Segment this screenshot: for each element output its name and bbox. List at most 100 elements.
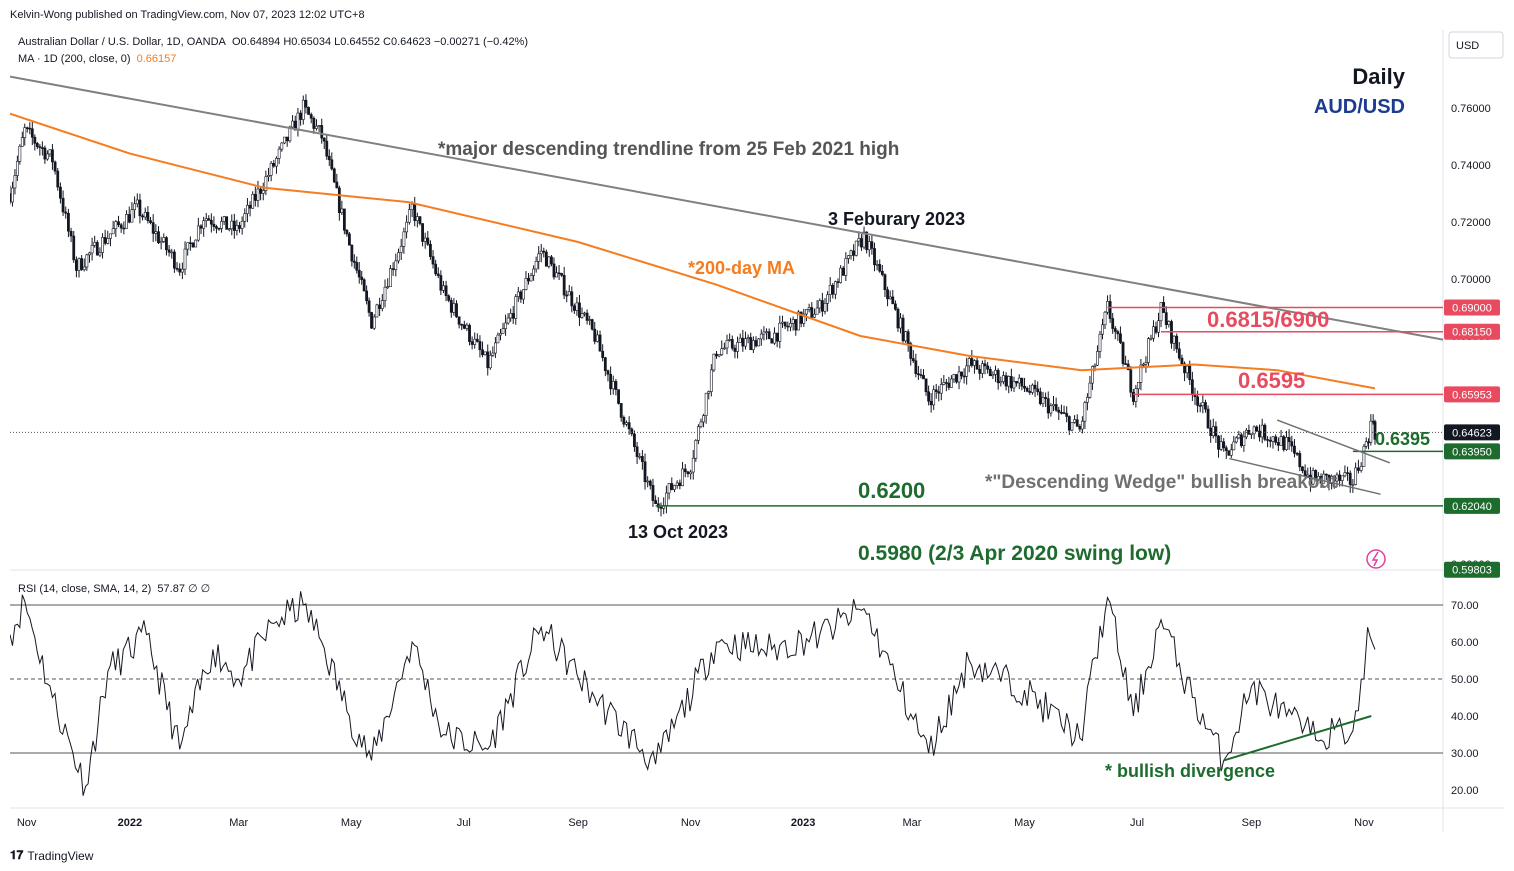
candle-body[interactable] xyxy=(996,369,1000,384)
candle-body[interactable] xyxy=(1279,436,1283,446)
candle-body[interactable] xyxy=(90,245,94,254)
candle-body[interactable] xyxy=(678,482,682,487)
candle-body[interactable] xyxy=(994,369,997,375)
candle-body[interactable] xyxy=(633,433,636,448)
candle-body[interactable] xyxy=(159,241,163,244)
candle-body[interactable] xyxy=(1201,402,1205,407)
candle-body[interactable] xyxy=(357,269,361,278)
candle-body[interactable] xyxy=(378,304,382,309)
candle-body[interactable] xyxy=(1219,441,1223,450)
candle-body[interactable] xyxy=(603,357,607,371)
candle-body[interactable] xyxy=(1322,473,1326,484)
candle-body[interactable] xyxy=(397,252,400,262)
rsi-legend[interactable]: RSI (14, close, SMA, 14, 2) 57.87 ∅ ∅ xyxy=(18,583,211,595)
candle-body[interactable] xyxy=(119,224,123,229)
candle-body[interactable] xyxy=(630,428,634,435)
candle-body[interactable] xyxy=(360,276,364,280)
candle-body[interactable] xyxy=(418,216,422,224)
candle-body[interactable] xyxy=(770,338,774,344)
candle-body[interactable] xyxy=(421,223,424,242)
candle-body[interactable] xyxy=(744,338,747,347)
candle-body[interactable] xyxy=(1093,364,1097,367)
candle-body[interactable] xyxy=(648,480,652,486)
candle-body[interactable] xyxy=(1049,405,1053,414)
candle-body[interactable] xyxy=(944,382,948,384)
candle-body[interactable] xyxy=(348,233,351,246)
candle-body[interactable] xyxy=(924,378,928,393)
candle-body[interactable] xyxy=(180,268,184,273)
candle-body[interactable] xyxy=(813,313,816,318)
candle-body[interactable] xyxy=(230,220,234,230)
candle-body[interactable] xyxy=(625,422,628,425)
candle-body[interactable] xyxy=(534,260,538,270)
candle-body[interactable] xyxy=(1295,452,1299,455)
candle-body[interactable] xyxy=(595,334,599,342)
candle-body[interactable] xyxy=(154,231,158,234)
candle-body[interactable] xyxy=(332,168,336,183)
candle-body[interactable] xyxy=(183,248,187,270)
candle-body[interactable] xyxy=(499,333,502,336)
candle-body[interactable] xyxy=(932,389,936,406)
candle-body[interactable] xyxy=(1038,391,1042,405)
candle-body[interactable] xyxy=(598,334,602,352)
candle-body[interactable] xyxy=(1224,447,1228,451)
candle-body[interactable] xyxy=(1373,421,1377,440)
candle-body[interactable] xyxy=(888,296,892,300)
candle-body[interactable] xyxy=(960,371,963,377)
candle-body[interactable] xyxy=(906,331,910,344)
candle-body[interactable] xyxy=(1083,402,1087,422)
candle-body[interactable] xyxy=(1338,474,1342,481)
candle-body[interactable] xyxy=(1196,396,1200,406)
candle-body[interactable] xyxy=(101,237,104,253)
candle-body[interactable] xyxy=(957,371,961,383)
candle-body[interactable] xyxy=(1113,328,1117,332)
candle-body[interactable] xyxy=(475,338,479,342)
candle-body[interactable] xyxy=(980,363,984,374)
candle-body[interactable] xyxy=(56,170,60,188)
candle-body[interactable] xyxy=(1346,472,1349,474)
candle-body[interactable] xyxy=(138,199,142,217)
candle-body[interactable] xyxy=(1075,419,1079,427)
candle-body[interactable] xyxy=(654,500,658,505)
candle-body[interactable] xyxy=(399,246,403,253)
candle-body[interactable] xyxy=(1152,326,1155,339)
candle-body[interactable] xyxy=(1367,441,1370,444)
candle-body[interactable] xyxy=(1351,484,1355,486)
candle-body[interactable] xyxy=(1293,445,1296,454)
candle-body[interactable] xyxy=(1309,474,1312,485)
candle-body[interactable] xyxy=(383,286,387,301)
candle-body[interactable] xyxy=(1136,382,1140,390)
candle-body[interactable] xyxy=(939,384,943,394)
candle-body[interactable] xyxy=(904,331,908,342)
candle-body[interactable] xyxy=(455,303,458,318)
candle-body[interactable] xyxy=(619,403,623,418)
candle-body[interactable] xyxy=(431,256,435,265)
candle-body[interactable] xyxy=(841,267,845,276)
candle-body[interactable] xyxy=(691,457,695,473)
candle-body[interactable] xyxy=(862,231,866,248)
candle-body[interactable] xyxy=(473,338,477,345)
candle-body[interactable] xyxy=(135,199,139,205)
candle-body[interactable] xyxy=(77,258,81,271)
candle-body[interactable] xyxy=(1091,366,1094,384)
candle-body[interactable] xyxy=(1285,437,1288,450)
candle-body[interactable] xyxy=(1157,320,1160,333)
candle-body[interactable] xyxy=(1052,404,1055,407)
candle-body[interactable] xyxy=(717,354,721,357)
candle-body[interactable] xyxy=(149,220,152,223)
candle-body[interactable] xyxy=(826,294,829,304)
candle-body[interactable] xyxy=(1266,439,1269,441)
candle-body[interactable] xyxy=(514,296,518,319)
candle-body[interactable] xyxy=(1364,441,1368,447)
candle-body[interactable] xyxy=(828,284,832,295)
candle-body[interactable] xyxy=(11,187,14,203)
candle-body[interactable] xyxy=(1369,420,1373,443)
candle-body[interactable] xyxy=(1335,474,1339,482)
ma-200-line[interactable] xyxy=(10,112,1376,390)
candle-body[interactable] xyxy=(389,268,392,287)
candle-body[interactable] xyxy=(1139,364,1143,383)
candle-body[interactable] xyxy=(1340,475,1344,481)
candle-body[interactable] xyxy=(733,347,737,352)
candle-body[interactable] xyxy=(754,340,758,347)
candle-body[interactable] xyxy=(345,229,349,235)
